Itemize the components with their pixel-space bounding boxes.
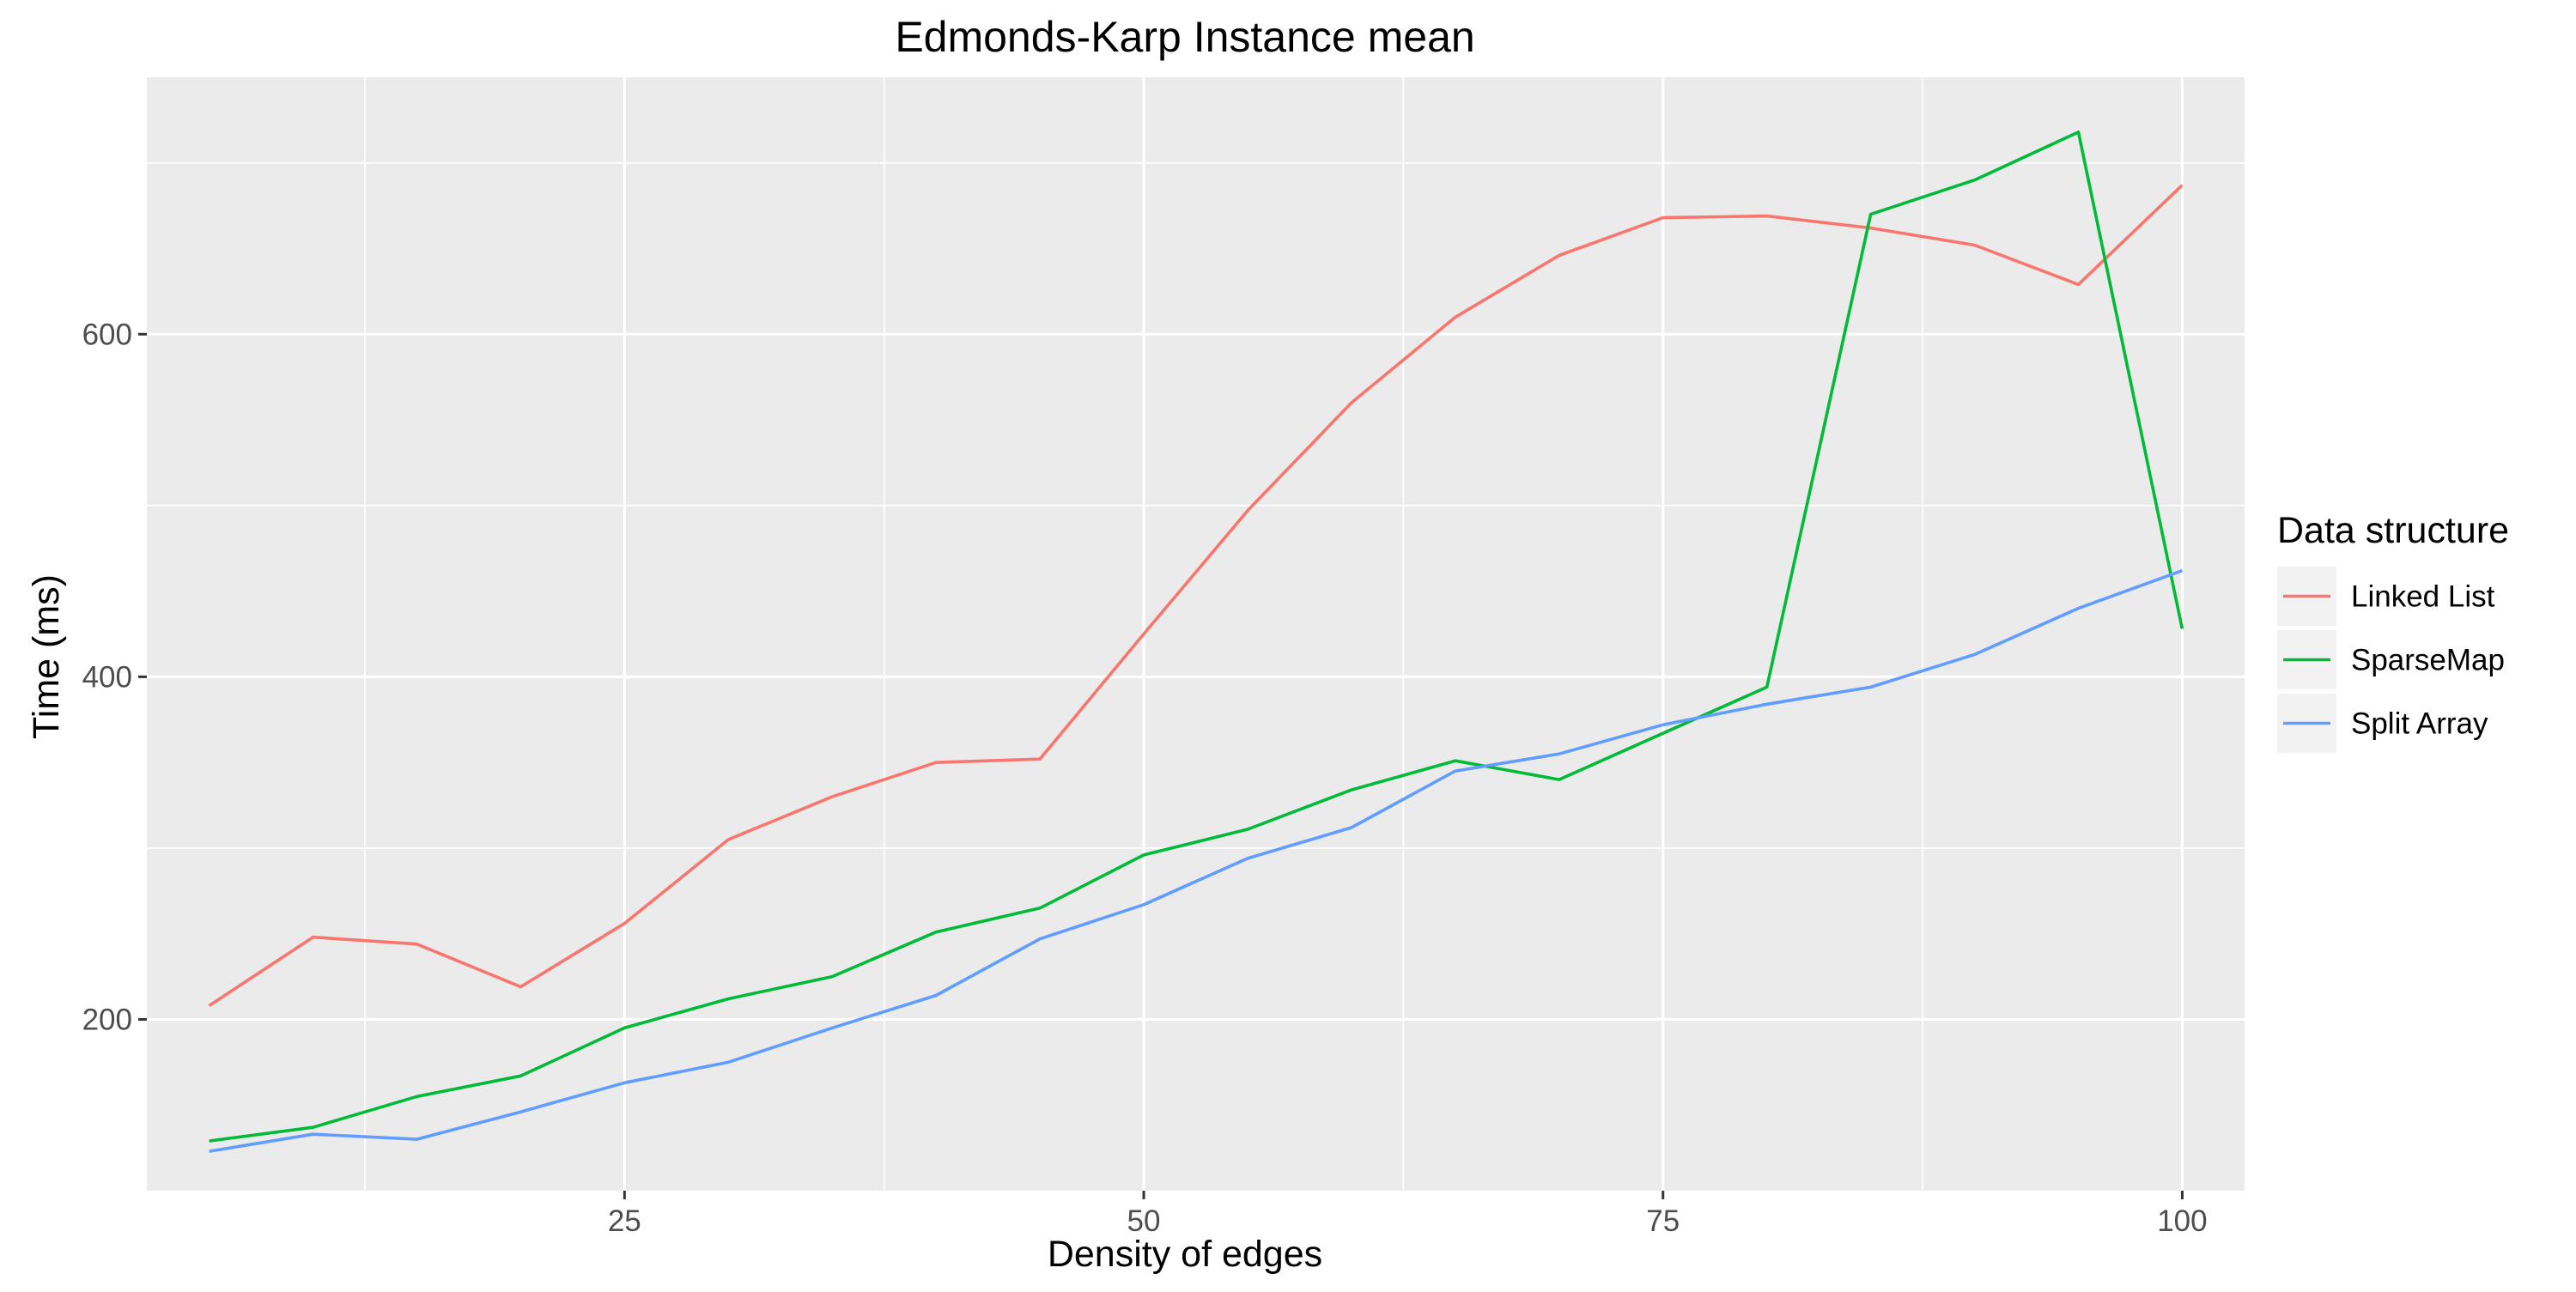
series-line-split-array — [209, 569, 2184, 1153]
y-tick-label: 200 — [82, 1003, 132, 1036]
x-tick-label: 25 — [608, 1204, 641, 1238]
series-line-linked-list — [208, 184, 2184, 1008]
series-line-sparsemap — [209, 130, 2184, 1143]
legend-label: SparseMap — [2351, 644, 2505, 677]
axis-ticks: 25 50 75 100 200 400 600 — [82, 318, 2208, 1238]
series-lines — [208, 130, 2184, 1153]
plot-panel — [147, 77, 2245, 1191]
x-tick-label: 100 — [2157, 1204, 2207, 1238]
minor-gridlines — [147, 77, 2245, 1191]
y-tick-label: 600 — [82, 318, 132, 351]
chart-title: Edmonds-Karp Instance mean — [895, 13, 1474, 61]
x-axis-title: Density of edges — [1048, 1234, 1322, 1275]
legend-title: Data structure — [2277, 510, 2509, 551]
legend: Data structure Linked List SparseMap Split… — [2277, 510, 2509, 753]
y-tick-label: 400 — [82, 660, 132, 694]
legend-label: Split Array — [2351, 707, 2488, 741]
y-axis-title: Time (ms) — [26, 574, 67, 739]
x-tick-label: 75 — [1646, 1204, 1680, 1238]
legend-item-sparsemap: SparseMap — [2277, 630, 2505, 689]
legend-item-split-array: Split Array — [2277, 694, 2488, 753]
legend-item-linked-list: Linked List — [2277, 567, 2495, 626]
major-gridlines — [147, 77, 2245, 1191]
x-tick-label: 50 — [1127, 1204, 1161, 1238]
legend-label: Linked List — [2351, 580, 2495, 614]
